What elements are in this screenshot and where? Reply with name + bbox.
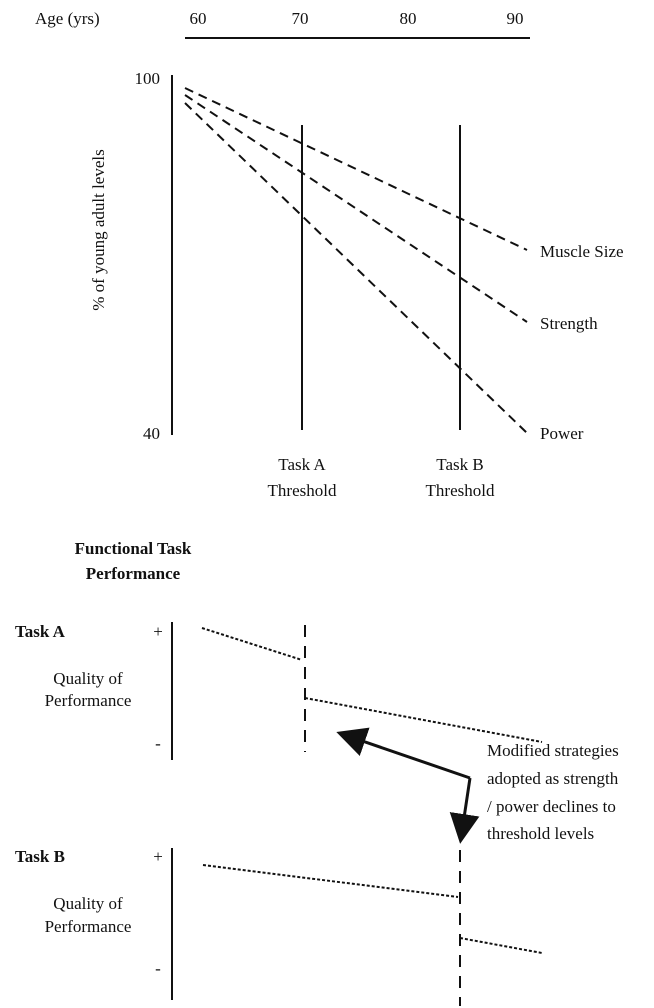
threshold-label: Task B	[436, 455, 483, 474]
note: / power declines to	[487, 797, 616, 816]
minus: -	[155, 734, 161, 753]
series-line	[184, 94, 528, 323]
plus: +	[153, 622, 163, 641]
section-title: Functional Task	[75, 539, 192, 558]
task-axis-label: Performance	[45, 691, 132, 710]
note: threshold levels	[487, 824, 594, 843]
section-title: Performance	[86, 564, 181, 583]
note: adopted as strength	[487, 769, 619, 788]
series-label: Muscle Size	[540, 242, 624, 261]
task-axis-label: Quality of	[53, 669, 123, 688]
task-name: Task A	[15, 622, 66, 641]
y-top: 100	[135, 69, 161, 88]
age-tick: 90	[507, 9, 524, 28]
threshold-label: Threshold	[268, 481, 337, 500]
arrow	[449, 777, 480, 844]
series-label: Power	[540, 424, 584, 443]
task-axis-label: Quality of	[53, 894, 123, 913]
age-label: Age (yrs)	[35, 9, 100, 28]
series-line	[184, 102, 528, 434]
note: Modified strategies	[487, 741, 619, 760]
arrow	[336, 727, 471, 780]
age-tick: 60	[190, 9, 207, 28]
age-tick: 80	[400, 9, 417, 28]
minus: -	[155, 959, 161, 978]
series-line	[184, 87, 528, 251]
series-label: Strength	[540, 314, 598, 333]
performance-line	[304, 697, 543, 743]
task-name: Task B	[15, 847, 65, 866]
plus: +	[153, 847, 163, 866]
age-tick: 70	[292, 9, 309, 28]
performance-line	[459, 937, 543, 954]
threshold-label: Threshold	[426, 481, 495, 500]
performance-line	[201, 627, 303, 661]
y-label: % of young adult levels	[89, 149, 108, 310]
task-axis-label: Performance	[45, 917, 132, 936]
performance-line	[202, 864, 459, 898]
y-bottom: 40	[143, 424, 160, 443]
threshold-label: Task A	[278, 455, 326, 474]
